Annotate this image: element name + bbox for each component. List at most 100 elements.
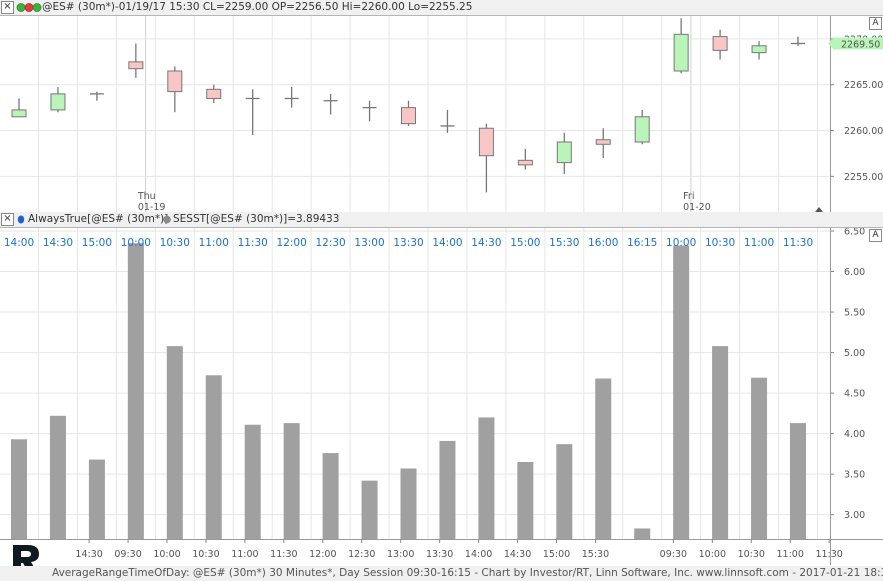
x-tick-label: 11:30: [270, 549, 297, 560]
bar: [205, 375, 222, 539]
bar: [166, 346, 183, 539]
price-panel-title: @ES# (30m*)-01/19/17 15:30 CL=2259.00 OP…: [42, 1, 473, 13]
bar-category-label: 15:00: [510, 237, 540, 249]
bar: [439, 440, 456, 539]
x-tick-label: 13:00: [387, 549, 414, 560]
traffic-lights-icon[interactable]: [16, 0, 46, 15]
bar-category-label: 16:00: [588, 237, 618, 249]
candle-body: [50, 93, 66, 111]
x-tick-label: 14:30: [504, 549, 531, 560]
candle-body: [11, 109, 27, 118]
candle-body: [478, 127, 494, 157]
price-day-label: Thu: [137, 191, 156, 202]
x-tick-label: 11:00: [231, 549, 258, 560]
bar: [751, 377, 768, 539]
price-panel-header: × @ES# (30m*)-01/19/17 15:30 CL=2259.00 …: [0, 0, 883, 16]
x-tick-label: 09:30: [660, 549, 687, 560]
bar-category-label: 11:00: [744, 237, 774, 249]
close-icon[interactable]: ×: [1, 1, 14, 14]
legend-dot-icon: [163, 215, 171, 224]
candle-body: [128, 61, 144, 70]
x-tick-label: 11:00: [777, 549, 804, 560]
bar: [517, 462, 534, 539]
bar-y-tick-label: 3.00: [844, 510, 865, 521]
x-tick-label: 10:00: [699, 549, 726, 560]
bar-category-label: 10:00: [666, 237, 696, 249]
x-tick-label: 15:00: [543, 549, 570, 560]
candle-body: [556, 141, 572, 164]
bar-category-label: 14:30: [43, 237, 73, 249]
indicator-panel-header: × AlwaysTrue[@ES# (30m*)] SESST[@ES# (30…: [0, 212, 883, 228]
x-tick-label: 10:30: [738, 549, 765, 560]
bar: [88, 459, 105, 539]
bar-category-label: 12:30: [315, 237, 345, 249]
x-tick-label: 14:00: [465, 549, 492, 560]
bar: [478, 417, 495, 539]
bar: [712, 346, 729, 539]
candle-body: [712, 36, 728, 51]
indicator-chart[interactable]: 14:00 14:30 15:00 10:00 10:30 11:00 11:30 12:00…: [0, 228, 883, 565]
bar: [673, 245, 690, 539]
candle-body: [673, 33, 689, 72]
x-tick-label: 13:30: [426, 549, 453, 560]
x-tick-label: 14:30: [75, 549, 102, 560]
x-tick-label: 12:30: [348, 549, 375, 560]
price-panel-a-button[interactable]: A: [869, 17, 882, 30]
scroll-marker-icon: [815, 207, 823, 212]
candle-body: [517, 159, 533, 166]
last-price-tag: [833, 37, 883, 50]
x-tick-label: 10:00: [153, 549, 180, 560]
footer-text: AverageRangeTimeOfDay: @ES# (30m*) 30 Mi…: [52, 567, 883, 579]
last-price-label: 2269.50: [841, 39, 880, 50]
bar-category-label: 14:00: [4, 237, 34, 249]
bar-category-label: 13:30: [393, 237, 423, 249]
bar: [244, 424, 261, 539]
indicator-legend-always-true: AlwaysTrue[@ES# (30m*)]: [28, 213, 169, 225]
bar: [556, 444, 573, 539]
x-tick-label: 09:30: [114, 549, 141, 560]
bar-category-label: 11:30: [238, 237, 268, 249]
price-day-label: Fri: [683, 191, 694, 202]
bar: [127, 243, 144, 539]
bar-category-label: 16:15: [627, 237, 657, 249]
bar-category-label: 10:00: [121, 237, 151, 249]
price-date-label: 01-19: [138, 202, 166, 213]
price-y-tick-label: 2260.00: [844, 126, 883, 137]
indicator-panel-a-button[interactable]: A: [869, 229, 882, 242]
bar-y-tick-label: 4.50: [844, 389, 865, 400]
bar: [283, 423, 300, 539]
price-chart[interactable]: 2270.002265.002260.002255.002269.50Thu01…: [0, 16, 883, 213]
bar: [361, 480, 378, 539]
close-icon[interactable]: ×: [1, 213, 14, 226]
legend-dot-icon: [17, 215, 25, 224]
bar-category-label: 10:30: [160, 237, 190, 249]
indicator-legend-sesst: SESST[@ES# (30m*)]=3.89433: [173, 213, 340, 225]
bar-category-label: 15:30: [549, 237, 579, 249]
bar: [790, 423, 806, 539]
bar-category-label: 14:30: [471, 237, 501, 249]
x-tick-label: 12:00: [309, 549, 336, 560]
bar: [400, 468, 417, 539]
bar-category-label: 12:00: [277, 237, 307, 249]
bar-y-tick-label: 4.00: [844, 429, 865, 440]
candle-body: [206, 88, 222, 99]
bar-category-label: 11:00: [199, 237, 229, 249]
x-tick-label: 15:30: [582, 549, 609, 560]
candle-body: [401, 107, 416, 125]
bar: [11, 439, 27, 539]
bar-y-tick-label: 6.00: [844, 267, 865, 278]
bar: [322, 453, 339, 539]
bar: [49, 415, 66, 539]
x-tick-label: 11:30: [815, 549, 842, 560]
bar-category-label: 15:00: [82, 237, 112, 249]
price-y-tick-label: 2265.00: [844, 80, 883, 91]
bar-category-label: 14:00: [432, 237, 462, 249]
candle-body: [751, 45, 767, 54]
bar-y-tick-label: 5.00: [844, 348, 865, 359]
candle-body: [634, 116, 650, 143]
x-tick-label: 10:30: [192, 549, 219, 560]
last-price-tag-arrow: [828, 38, 833, 49]
bar: [634, 528, 651, 539]
bar-y-tick-label: 6.50: [844, 228, 865, 238]
price-y-tick-label: 2255.00: [844, 172, 883, 183]
